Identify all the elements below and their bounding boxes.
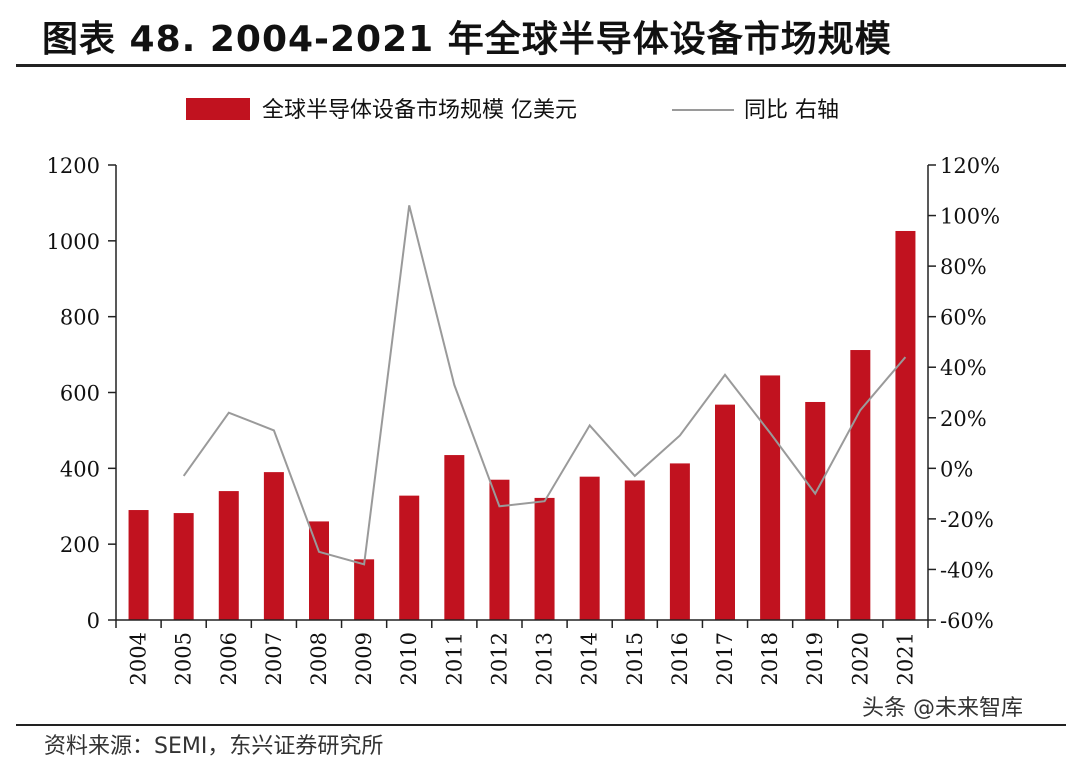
bar-2015	[624, 480, 645, 620]
bar-2014	[579, 476, 600, 620]
bar-2018	[760, 375, 781, 620]
bar-2012	[489, 479, 510, 620]
x-tick-label: 2005	[172, 632, 196, 685]
x-tick-label: 2011	[442, 632, 466, 685]
right-tick-label: 40%	[940, 356, 987, 380]
bar-2008	[309, 521, 329, 620]
bar-2017	[715, 404, 735, 620]
bar-2009	[354, 559, 375, 620]
x-tick-label: 2004	[127, 632, 151, 685]
right-tick-label: 100%	[940, 205, 1000, 229]
right-tick-label: 80%	[940, 255, 987, 279]
bar-2011	[444, 455, 465, 620]
right-tick-label: 20%	[940, 407, 987, 431]
x-tick-label: 2008	[307, 632, 331, 685]
watermark: 头条 @未来智库	[862, 696, 1023, 721]
chart: 全球半导体设备市场规模 亿美元 同比 右轴 0 200 400 600 800 1000 120…	[47, 98, 1000, 685]
bar-2010	[399, 495, 420, 620]
legend-bar-swatch	[186, 98, 250, 120]
x-tick-label: 2009	[352, 632, 376, 685]
x-tick-label: 2019	[803, 632, 827, 685]
right-tick-label: 0%	[940, 457, 973, 481]
x-tick-label: 2012	[487, 632, 511, 685]
right-tick-label: -40%	[940, 558, 994, 582]
left-tick-label: 400	[60, 457, 100, 481]
bar-2006	[218, 491, 239, 620]
x-tick-label: 2015	[623, 632, 647, 685]
yoy-line	[182, 205, 907, 566]
x-tick-label: 2018	[758, 632, 782, 685]
bar-2020	[850, 350, 871, 620]
title-divider	[16, 64, 1066, 67]
bar-2004	[128, 510, 149, 620]
left-tick-label: 0	[87, 609, 100, 633]
x-tick-label: 2014	[578, 632, 602, 685]
x-tick-label: 2006	[217, 632, 241, 685]
left-tick-label: 600	[60, 382, 100, 406]
x-tick-label: 2016	[668, 632, 692, 685]
x-tick-label: 2013	[533, 632, 557, 685]
chart-title: 图表 48. 2004-2021 年全球半导体设备市场规模	[42, 19, 892, 60]
x-tick-label: 2010	[397, 632, 421, 685]
left-tick-label: 800	[60, 306, 100, 330]
legend-line-label: 同比 右轴	[744, 98, 839, 123]
right-tick-label: -60%	[940, 609, 994, 633]
left-tick-label: 1000	[47, 230, 100, 254]
bar-2013	[534, 497, 555, 620]
x-tick-label: 2021	[893, 632, 917, 685]
bar-2007	[263, 472, 284, 620]
x-tick-label: 2007	[262, 632, 286, 685]
source-divider	[16, 724, 1066, 726]
bar-2005	[173, 513, 194, 620]
bar-2019	[805, 401, 826, 620]
x-tick-label: 2017	[713, 632, 737, 685]
legend-bar-label: 全球半导体设备市场规模 亿美元	[262, 98, 577, 123]
left-tick-label: 1200	[47, 154, 100, 178]
right-tick-label: -20%	[940, 508, 994, 532]
x-tick-label: 2020	[848, 632, 872, 685]
source-note: 资料来源：SEMI，东兴证券研究所	[44, 734, 384, 759]
right-tick-label: 120%	[940, 154, 1000, 178]
bar-2021	[895, 230, 916, 620]
bar-2016	[669, 463, 690, 620]
left-tick-label: 200	[60, 533, 100, 557]
right-tick-label: 60%	[940, 306, 987, 330]
